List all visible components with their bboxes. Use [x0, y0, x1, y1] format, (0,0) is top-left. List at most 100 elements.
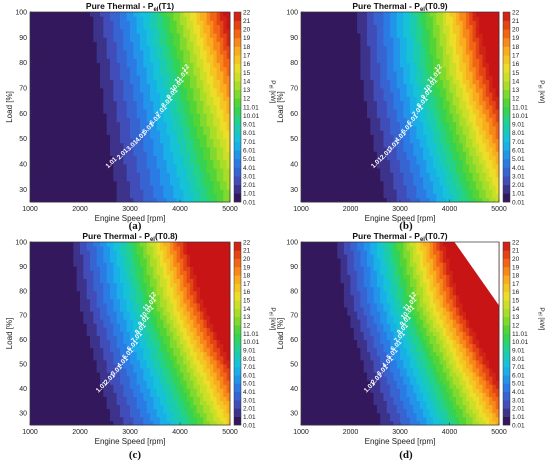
- heatmap-cell: [40, 83, 44, 89]
- heatmap-cell: [63, 62, 68, 68]
- heatmap-cell: [193, 20, 198, 26]
- heatmap-cell: [70, 100, 74, 106]
- heatmap-cell: [373, 54, 378, 59]
- heatmap-cell: [116, 58, 121, 64]
- heatmap-cell: [76, 172, 81, 178]
- heatmap-cell: [380, 88, 384, 93]
- heatmap-cell: [337, 96, 341, 102]
- heatmap-cell: [56, 33, 61, 38]
- heatmap-cell: [70, 12, 74, 17]
- heatmap-cell: [429, 50, 434, 55]
- heatmap-cell: [200, 168, 204, 173]
- heatmap-cell: [419, 197, 424, 203]
- heatmap-cell: [60, 193, 64, 199]
- heatmap-cell: [436, 147, 440, 152]
- heatmap-cell: [367, 83, 371, 89]
- heatmap-cell: [80, 41, 84, 47]
- heatmap-cell: [213, 41, 218, 47]
- heatmap-cell: [353, 134, 358, 140]
- heatmap-cell: [196, 33, 201, 38]
- heatmap-cell: [442, 20, 447, 26]
- heatmap-cell: [206, 109, 211, 114]
- heatmap-cell: [423, 28, 427, 34]
- heatmap-cell: [36, 126, 41, 131]
- heatmap-cell: [353, 168, 358, 173]
- heatmap-cell: [53, 66, 58, 72]
- heatmap-cell: [136, 180, 141, 186]
- heatmap-cell: [153, 50, 158, 55]
- heatmap-cell: [226, 130, 231, 135]
- heatmap-cell: [136, 62, 141, 68]
- heatmap-cell: [180, 50, 184, 55]
- heatmap-cell: [53, 147, 58, 152]
- heatmap-cell: [143, 126, 148, 131]
- heatmap-cell: [136, 164, 141, 169]
- heatmap-cell: [386, 100, 391, 106]
- heatmap-cell: [163, 134, 168, 140]
- heatmap-cell: [166, 71, 171, 76]
- heatmap-cell: [380, 75, 384, 80]
- heatmap-cell: [409, 20, 414, 26]
- heatmap-cell: [136, 126, 141, 131]
- heatmap-cell: [170, 193, 174, 199]
- heatmap-cell: [442, 172, 447, 178]
- heatmap-cell: [380, 20, 384, 26]
- heatmap-cell: [180, 189, 184, 194]
- heatmap-cell: [183, 147, 188, 152]
- heatmap-cell: [143, 37, 148, 42]
- heatmap-cell: [426, 45, 431, 51]
- heatmap-cell: [301, 92, 305, 97]
- heatmap-cell: [176, 147, 181, 152]
- heatmap-cell: [116, 96, 121, 102]
- heatmap-cell: [442, 197, 447, 203]
- heatmap-cell: [150, 37, 154, 42]
- heatmap-cell: [216, 88, 221, 93]
- heatmap-cell: [173, 83, 178, 89]
- heatmap-cell: [449, 155, 454, 161]
- heatmap-cell: [186, 92, 191, 97]
- heatmap-cell: [66, 104, 71, 110]
- heatmap-cell: [143, 176, 148, 182]
- heatmap-cell: [409, 185, 414, 190]
- heatmap-cell: [43, 96, 48, 102]
- heatmap-cell: [196, 172, 201, 178]
- heatmap-cell: [367, 20, 371, 26]
- heatmap-cell: [93, 130, 98, 135]
- heatmap-cell: [347, 134, 351, 140]
- heatmap-cell: [56, 121, 61, 127]
- heatmap-cell: [113, 100, 118, 106]
- heatmap-cell: [93, 54, 98, 59]
- heatmap-cell: [406, 37, 411, 42]
- heatmap-cell: [110, 159, 114, 165]
- heatmap-cell: [317, 100, 322, 106]
- heatmap-cell: [53, 176, 58, 182]
- heatmap-cell: [143, 54, 148, 59]
- heatmap-cell: [429, 37, 434, 42]
- heatmap-cell: [416, 37, 421, 42]
- heatmap-cell: [196, 159, 201, 165]
- heatmap-cell: [337, 75, 341, 80]
- heatmap-cell: [317, 159, 322, 165]
- heatmap-cell: [220, 113, 224, 118]
- heatmap-cell: [146, 50, 151, 55]
- heatmap-cell: [439, 96, 444, 102]
- heatmap-cell: [383, 117, 388, 123]
- heatmap-cell: [100, 75, 104, 80]
- heatmap-cell: [317, 54, 322, 59]
- heatmap-cell: [160, 41, 164, 47]
- heatmap-cell: [83, 134, 88, 140]
- heatmap-cell: [200, 12, 204, 17]
- heatmap-cell: [220, 16, 224, 21]
- heatmap-cell: [180, 168, 184, 173]
- heatmap-cell: [383, 71, 388, 76]
- heatmap-cell: [90, 41, 94, 47]
- heatmap-cell: [93, 12, 98, 17]
- heatmap-cell: [393, 159, 398, 165]
- heatmap-cell: [429, 96, 434, 102]
- heatmap-cell: [220, 189, 224, 194]
- heatmap-cell: [406, 28, 411, 34]
- heatmap-cell: [100, 185, 104, 190]
- heatmap-cell: [186, 50, 191, 55]
- heatmap-cell: [200, 185, 204, 190]
- heatmap-cell: [100, 33, 104, 38]
